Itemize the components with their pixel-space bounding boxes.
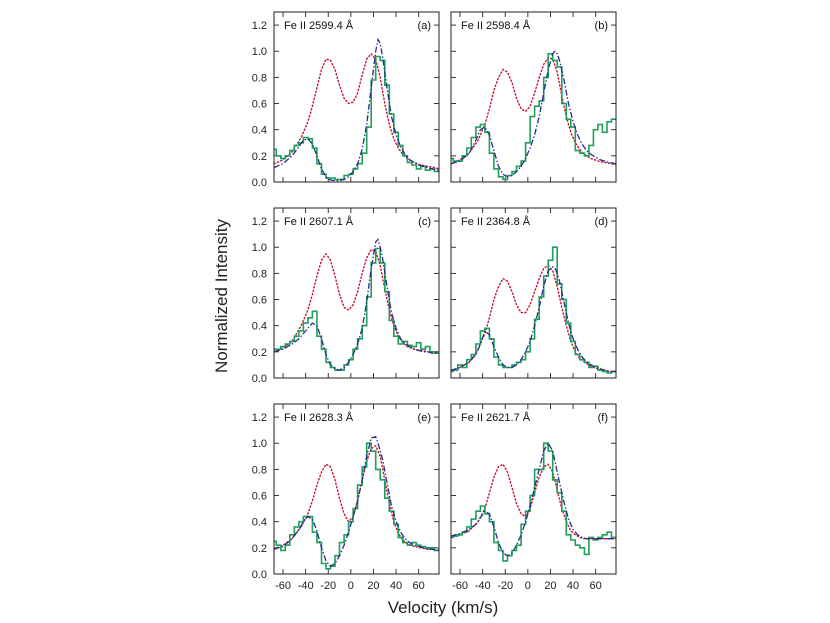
curves xyxy=(274,37,439,182)
y-tick-label: 0.0 xyxy=(252,373,267,385)
x-tick-label: 20 xyxy=(544,580,556,592)
panel-line-label: Fe II 2599.4 Å xyxy=(284,19,354,32)
panel-e: -60 -40 -20 0 20 40 60 0.0 0.2 0.4 0.6 0.8 1.0 1.2 Fe … xyxy=(252,403,440,592)
panel-line-label: Fe II 2364.8 Å xyxy=(461,215,531,228)
y-tick-label: 0.8 xyxy=(252,268,267,280)
curves xyxy=(451,246,616,374)
curves xyxy=(274,435,439,570)
x-tick-label: 40 xyxy=(567,580,579,592)
y-tick-label: 0.2 xyxy=(252,151,267,163)
curves xyxy=(451,441,616,562)
y-tick-label: 1.0 xyxy=(252,242,267,254)
y-axis-title: Normalized Intensity xyxy=(212,219,231,374)
panel-tag: (e) xyxy=(418,412,431,424)
panel-frame xyxy=(450,207,617,379)
y-tick-label: 1.2 xyxy=(252,20,267,32)
panel-frame xyxy=(450,11,617,183)
x-tick-label: 0 xyxy=(348,580,354,592)
y-tick-label: 0.4 xyxy=(252,321,267,333)
y-tick-label: 0.4 xyxy=(252,125,267,137)
y-tick-label: 0.4 xyxy=(252,517,267,529)
x-tick-label: -20 xyxy=(320,580,336,592)
model-fit-line xyxy=(451,50,616,178)
panel-frame xyxy=(450,403,617,575)
panel-line-label: Fe II 2628.3 Å xyxy=(284,411,354,424)
x-tick-label: -40 xyxy=(475,580,491,592)
x-tick-label: -40 xyxy=(298,580,314,592)
y-tick-label: 0.6 xyxy=(252,491,267,503)
y-tick-label: 1.2 xyxy=(252,412,267,424)
observed-profile-histogram xyxy=(451,53,616,181)
y-tick-label: 0.0 xyxy=(252,569,267,581)
observed-profile-histogram xyxy=(451,442,616,562)
y-tick-label: 0.6 xyxy=(252,295,267,307)
y-tick-label: 0.6 xyxy=(252,99,267,111)
intrinsic-profile-line xyxy=(451,264,616,373)
x-tick-label: 20 xyxy=(367,580,379,592)
x-tick-label: 0 xyxy=(525,580,531,592)
panel-tag: (d) xyxy=(595,216,608,228)
x-tick-label: 60 xyxy=(590,580,602,592)
observed-profile-histogram xyxy=(451,246,616,374)
intrinsic-profile-line xyxy=(274,444,439,552)
panel-tag: (c) xyxy=(418,216,431,228)
panel-line-label: Fe II 2598.4 Å xyxy=(461,19,531,32)
y-tick-label: 1.0 xyxy=(252,46,267,58)
panel-line-label: Fe II 2621.7 Å xyxy=(461,411,531,424)
x-tick-label: 40 xyxy=(390,580,402,592)
panel-b: Fe II 2598.4 Å (b) xyxy=(450,11,617,183)
tick-marks xyxy=(274,208,439,379)
curves xyxy=(274,238,439,371)
x-tick-label: -20 xyxy=(497,580,513,592)
observed-profile-histogram xyxy=(274,247,439,371)
tick-marks xyxy=(274,12,439,183)
tick-marks xyxy=(451,404,616,575)
y-tick-label: 0.0 xyxy=(252,177,267,189)
y-tick-label: 1.0 xyxy=(252,438,267,450)
panel-a: 0.0 0.2 0.4 0.6 0.8 1.0 1.2 Fe II 2599.4 Å (a) xyxy=(252,11,440,189)
model-fit-line xyxy=(451,441,616,557)
panel-c: 0.0 0.2 0.4 0.6 0.8 1.0 1.2 Fe II 2607.1 Å (c) xyxy=(252,207,440,385)
y-tick-label: 0.8 xyxy=(252,72,267,84)
panel-frame xyxy=(273,11,440,183)
x-tick-label: -60 xyxy=(452,580,468,592)
tick-marks xyxy=(451,12,616,183)
intrinsic-profile-line xyxy=(274,52,439,170)
panel-f: -60 -40 -20 0 20 40 60 Fe II 2621.7 Å (f) xyxy=(450,403,617,592)
panel-grid: 0.0 0.2 0.4 0.6 0.8 1.0 1.2 Fe II 2599.4 Å (a) Fe… xyxy=(252,11,617,592)
y-tick-label: 0.2 xyxy=(252,347,267,359)
panel-frame xyxy=(273,207,440,379)
panel-tag: (f) xyxy=(598,412,608,424)
panel-line-label: Fe II 2607.1 Å xyxy=(284,215,354,228)
panel-tag: (b) xyxy=(595,20,608,32)
curves xyxy=(451,50,616,181)
y-tick-label: 0.8 xyxy=(252,464,267,476)
observed-profile-histogram xyxy=(274,55,439,181)
x-axis-title: Velocity (km/s) xyxy=(388,598,499,617)
x-tick-label: 60 xyxy=(413,580,425,592)
tick-marks xyxy=(274,404,439,575)
observed-profile-histogram xyxy=(274,442,439,570)
intrinsic-profile-line xyxy=(451,56,616,166)
panel-d: Fe II 2364.8 Å (d) xyxy=(450,207,617,379)
y-tick-label: 1.2 xyxy=(252,216,267,228)
x-tick-label: -60 xyxy=(275,580,291,592)
model-fit-line xyxy=(451,265,616,373)
intrinsic-profile-line xyxy=(451,463,616,540)
y-tick-label: 0.2 xyxy=(252,543,267,555)
model-fit-line xyxy=(274,238,439,371)
panel-tag: (a) xyxy=(418,20,431,32)
model-fit-line xyxy=(274,435,439,568)
model-fit-line xyxy=(274,37,439,182)
panel-frame xyxy=(273,403,440,575)
